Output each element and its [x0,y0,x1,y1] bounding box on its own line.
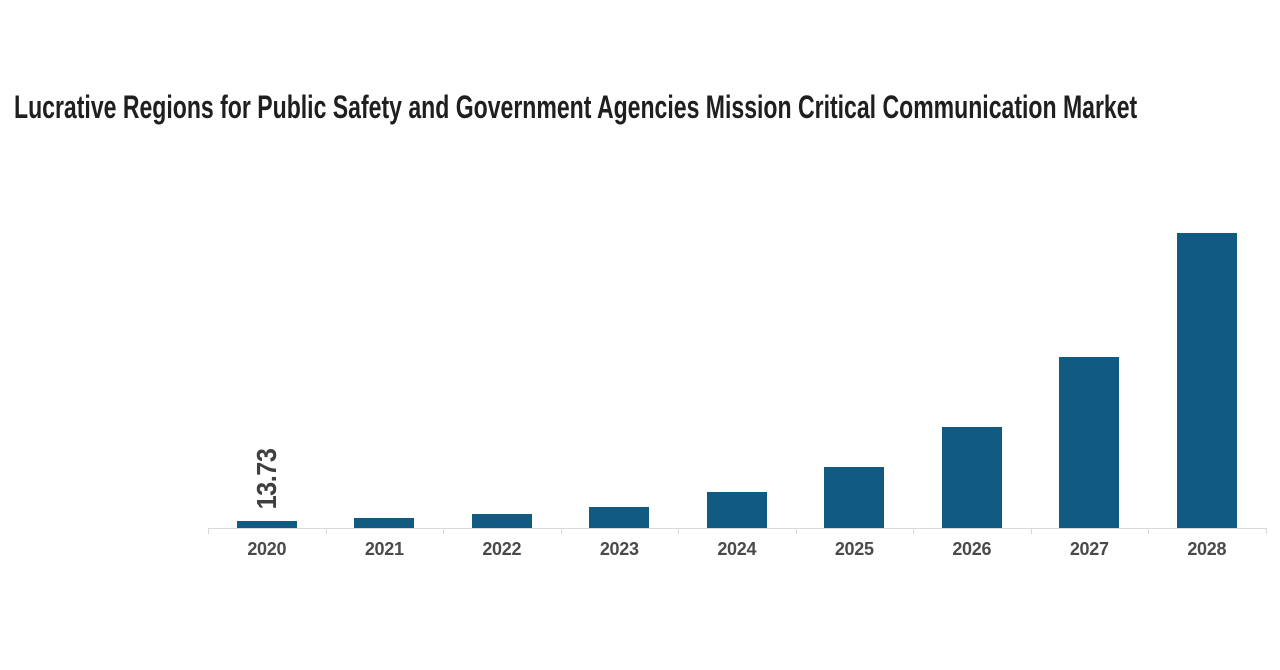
bar-value-label-2020: 13.73 [250,448,282,510]
bar-2021 [354,518,415,528]
x-axis-label-2020: 2020 [247,539,287,559]
bar-2028 [1176,233,1237,528]
x-axis-label-2023: 2023 [599,539,639,559]
x-axis-label-2022: 2022 [482,539,522,559]
x-axis-tick [1265,528,1267,534]
x-axis-tick [913,528,914,534]
bar-2026 [941,427,1002,528]
x-axis-tick [1030,528,1032,534]
x-axis-label-2024: 2024 [717,539,757,559]
x-axis-tick [208,528,209,534]
x-axis-tick [560,528,562,534]
x-axis-label-2028: 2028 [1187,539,1227,559]
x-axis-tick [678,528,679,534]
x-axis-tick [1148,528,1149,534]
x-axis-line [208,528,1266,529]
bar-chart-plot-area: 2020 13.73 2021 2022 2023 2024 2025 2026 2027 202… [208,228,1267,559]
bar-2020 [236,521,297,528]
bar-2027 [1059,357,1120,528]
bar-2022 [471,514,532,528]
x-axis-label-2025: 2025 [834,539,874,559]
bar-2025 [824,467,885,528]
x-axis-label-2026: 2026 [952,539,992,559]
x-axis-label-2021: 2021 [364,539,404,559]
x-axis-tick [325,528,327,534]
x-axis-label-2027: 2027 [1069,539,1109,559]
bar-2023 [589,507,650,528]
chart-title: Lucrative Regions for Public Safety and … [14,89,1138,125]
x-axis-tick [795,528,797,534]
x-axis-tick [443,528,444,534]
bar-2024 [706,492,767,528]
